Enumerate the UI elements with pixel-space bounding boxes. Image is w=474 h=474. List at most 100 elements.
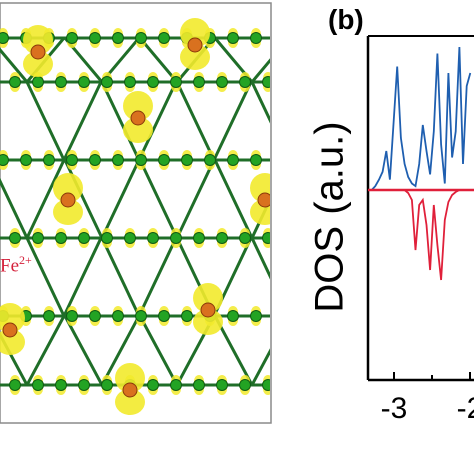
lattice-structure <box>0 18 364 415</box>
carbon-atom <box>55 379 67 391</box>
carbon-atom <box>124 76 136 88</box>
bond <box>25 81 66 161</box>
fe-isosurface <box>115 389 145 415</box>
carbon-atom <box>274 33 285 44</box>
carbon-atom <box>112 32 124 44</box>
bond <box>138 37 179 83</box>
bond <box>100 81 141 161</box>
fe-isosurface <box>53 173 83 203</box>
carbon-atom <box>193 76 205 88</box>
bond <box>250 237 270 280</box>
fe-atom <box>200 302 216 318</box>
ion-symbol: Fe <box>0 255 19 277</box>
carbon-atom <box>216 232 228 244</box>
carbon-atom <box>89 154 101 166</box>
carbon-atom <box>147 76 159 88</box>
carbon-atom <box>112 154 124 166</box>
carbon-atom <box>101 76 113 88</box>
bond <box>327 38 364 82</box>
carbon-atom <box>32 379 44 391</box>
carbon-atom <box>55 232 67 244</box>
fe-atom <box>60 192 76 208</box>
carbon-atom <box>112 310 124 322</box>
bond <box>63 159 104 239</box>
carbon-atom <box>158 154 170 166</box>
carbon-atom <box>170 379 182 391</box>
dos-spin-down-line <box>371 189 471 281</box>
fe-isosurface <box>193 309 223 335</box>
carbon-atom <box>0 32 9 44</box>
carbon-atom <box>20 154 32 166</box>
carbon-atom <box>135 310 147 322</box>
bond <box>25 315 66 386</box>
bond <box>25 159 66 239</box>
isosurface-lobe <box>274 306 284 318</box>
carbon-atom <box>78 76 90 88</box>
carbon-atom <box>250 310 262 322</box>
bond <box>250 81 270 124</box>
fe-ion-label: Fe2+ <box>0 253 32 277</box>
carbon-atom <box>9 232 21 244</box>
carbon-atom <box>227 154 239 166</box>
bond <box>290 316 327 385</box>
carbon-atom <box>0 154 9 166</box>
isosurface-lobe <box>274 36 284 48</box>
carbon-atom <box>9 379 21 391</box>
fe-atom <box>30 44 46 60</box>
dos-spin-up-line <box>371 46 472 191</box>
fe-isosurface <box>23 51 53 77</box>
carbon-atom <box>262 232 270 244</box>
isosurface-lobe <box>274 150 284 162</box>
carbon-atom <box>101 379 113 391</box>
bond <box>138 159 179 239</box>
bond <box>213 159 254 239</box>
carbon-atom <box>66 32 78 44</box>
carbon-atom <box>204 154 216 166</box>
fe-isosurface <box>180 44 210 70</box>
bond <box>0 47 29 83</box>
carbon-atom <box>181 154 193 166</box>
carbon-atom <box>55 76 67 88</box>
carbon-atom <box>43 154 55 166</box>
x-tick-label: -2 <box>456 392 474 425</box>
panel-a-structure <box>0 2 364 424</box>
carbon-atom <box>170 76 182 88</box>
bond <box>0 177 29 239</box>
carbon-atom <box>227 310 239 322</box>
carbon-atom <box>274 155 285 166</box>
bond <box>100 159 141 239</box>
carbon-atom <box>274 311 285 322</box>
carbon-atom <box>216 76 228 88</box>
panel-b-label: (b) <box>328 4 364 35</box>
carbon-atom <box>78 379 90 391</box>
carbon-atom <box>262 76 270 88</box>
carbon-atom <box>32 76 44 88</box>
isosurface-lobe <box>274 158 284 170</box>
ion-charge: 2+ <box>19 253 32 267</box>
bond <box>100 237 141 317</box>
bond <box>250 196 270 239</box>
fe-isosurface <box>123 117 153 143</box>
carbon-atom <box>158 32 170 44</box>
carbon-atom <box>158 310 170 322</box>
fe-isosurface <box>53 199 83 225</box>
fe-isosurface <box>115 363 145 393</box>
carbon-atom <box>239 76 251 88</box>
carbon-atom <box>216 379 228 391</box>
carbon-atom <box>147 232 159 244</box>
x-tick-label: -3 <box>380 392 408 425</box>
fe-atom <box>187 37 203 53</box>
fe-atom <box>130 110 146 126</box>
y-axis-label: DOS (a.u.) <box>307 121 352 313</box>
fe-isosurface <box>180 18 210 48</box>
isosurface-lobe <box>274 314 284 326</box>
carbon-atom <box>170 232 182 244</box>
fe-isosurface <box>23 25 53 55</box>
fe-isosurface <box>123 91 153 121</box>
bond <box>175 81 216 161</box>
carbon-atom <box>239 232 251 244</box>
isosurface-lobe <box>274 28 284 40</box>
panel-b-dos-chart <box>366 35 474 382</box>
carbon-atom <box>193 379 205 391</box>
